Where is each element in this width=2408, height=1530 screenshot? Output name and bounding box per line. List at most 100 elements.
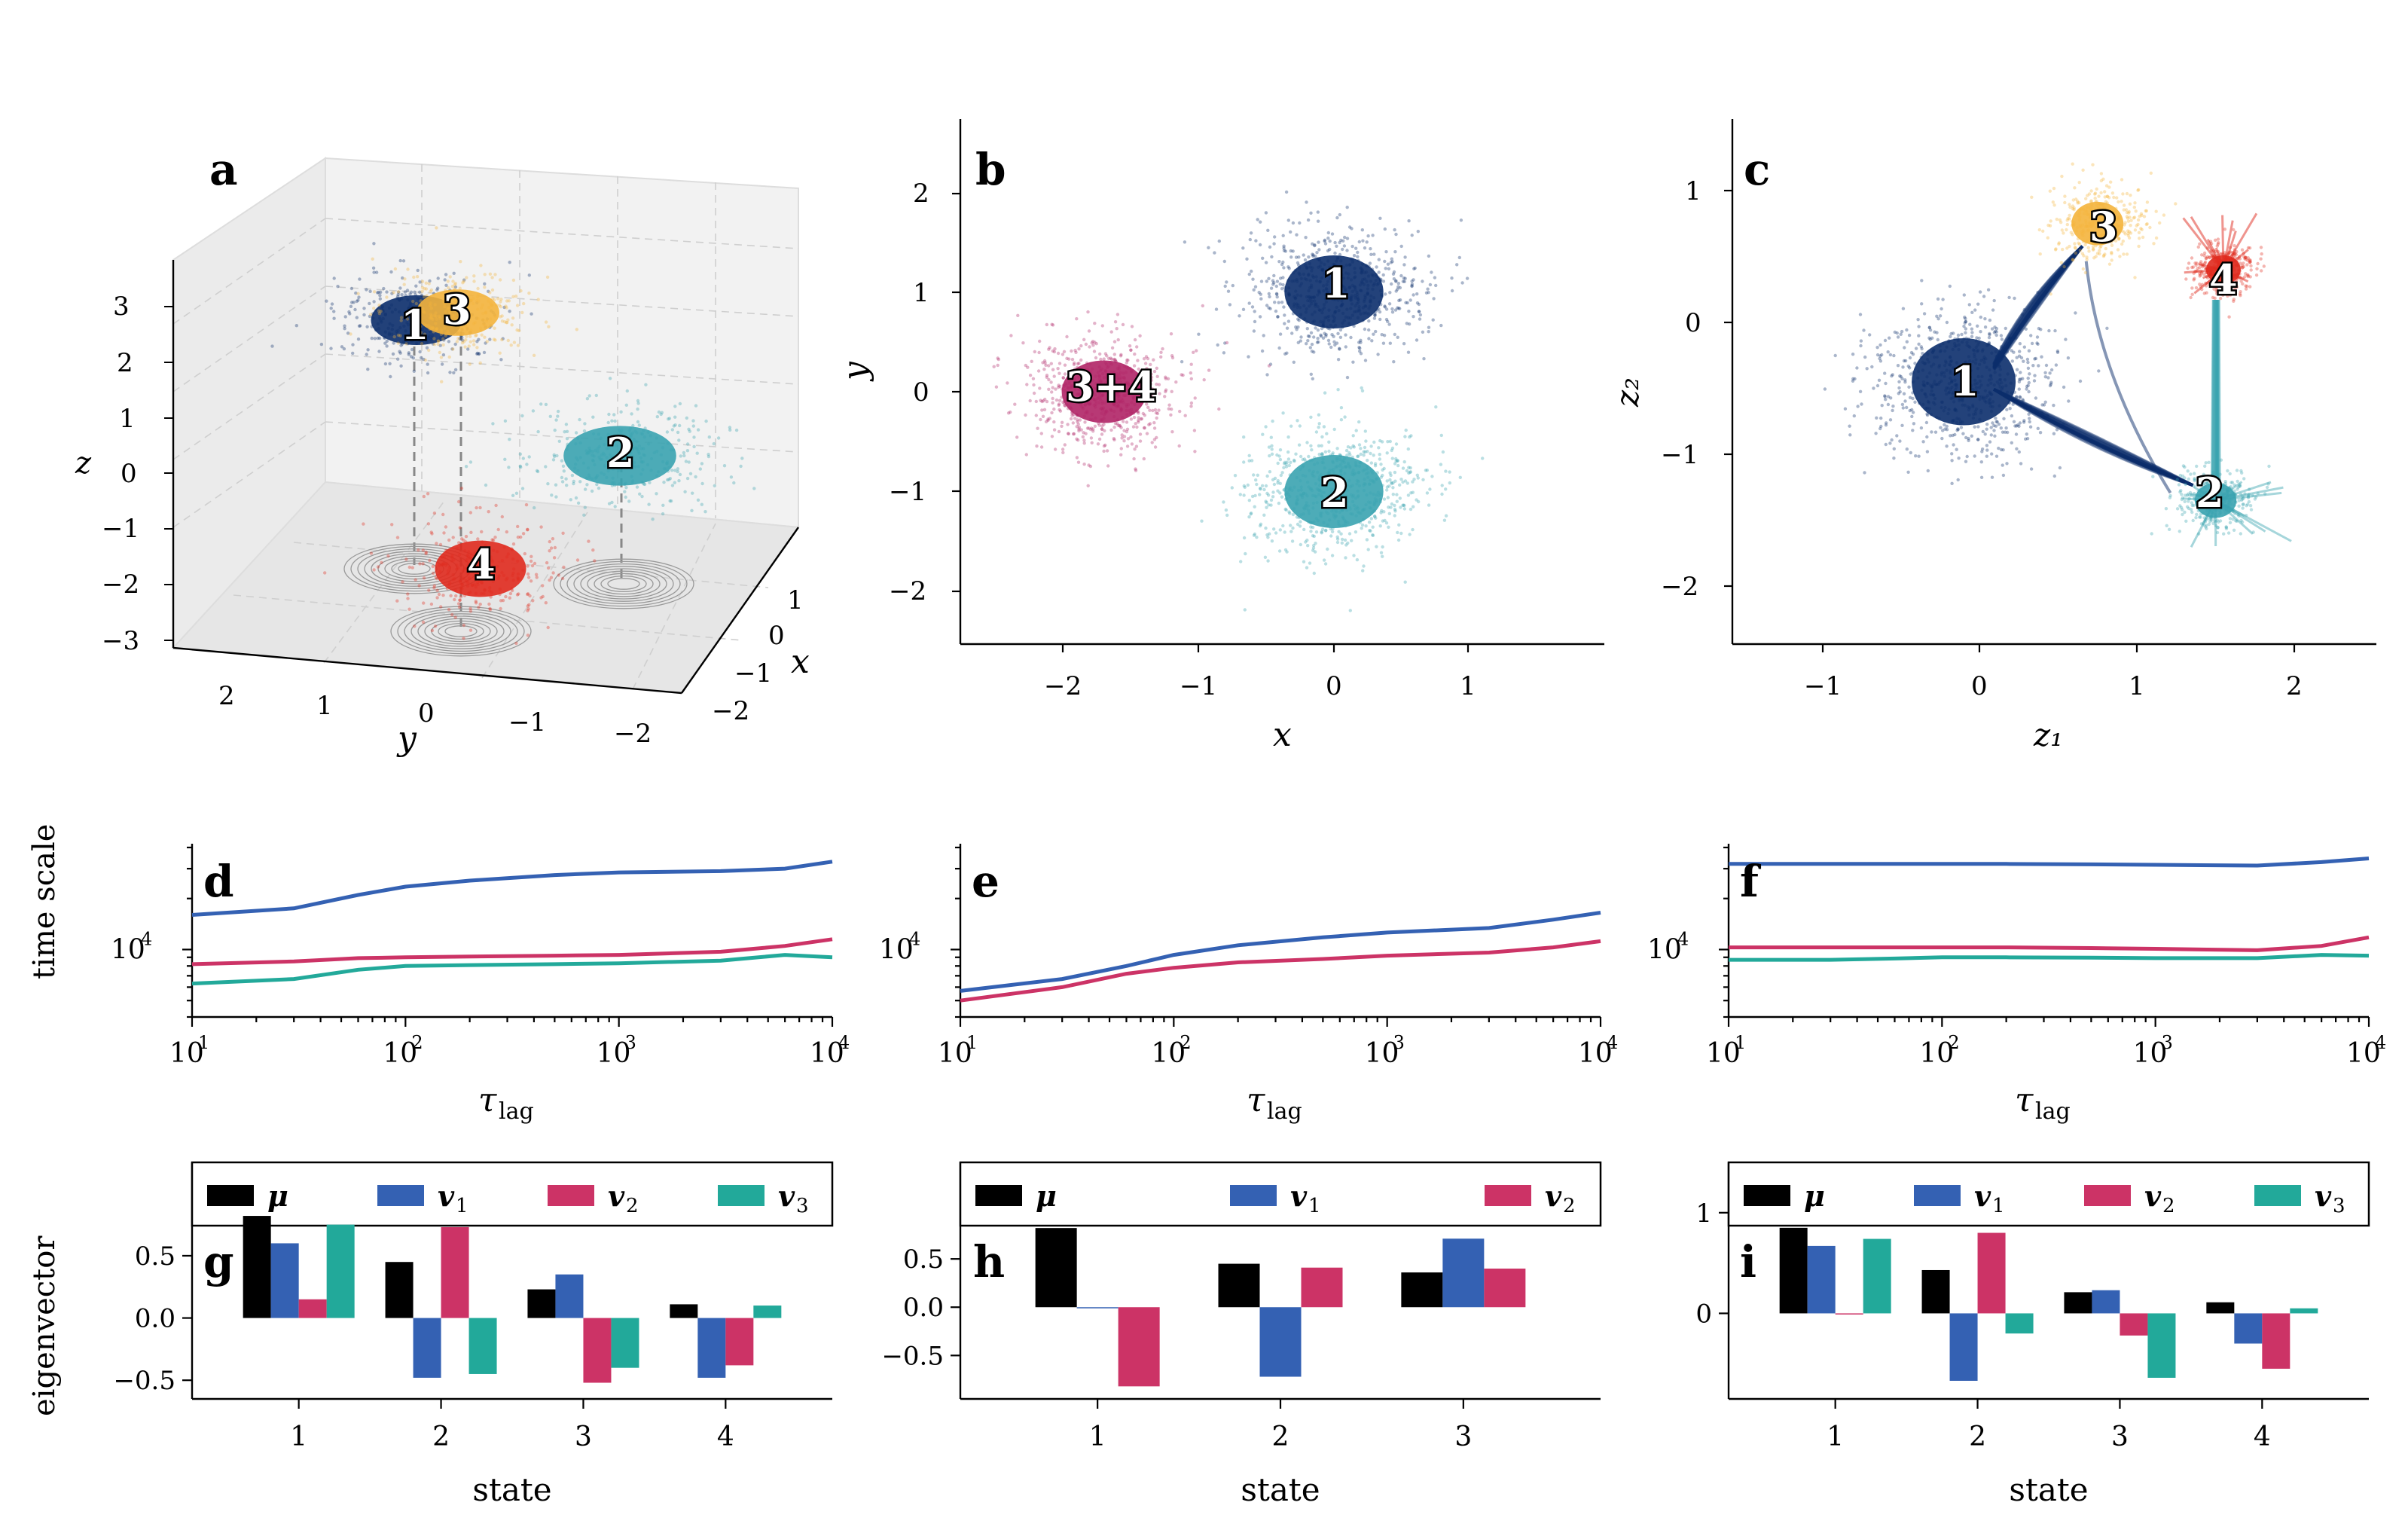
scatter-point bbox=[1290, 331, 1294, 335]
scatter-point bbox=[1899, 332, 1903, 336]
scatter-point bbox=[2060, 228, 2064, 232]
scatter-point bbox=[1955, 429, 1959, 432]
scatter-point bbox=[1231, 283, 1235, 288]
scatter-point bbox=[377, 309, 381, 313]
scatter-point bbox=[2055, 350, 2060, 354]
scatter-point bbox=[1428, 487, 1432, 491]
scatter-point bbox=[399, 319, 403, 322]
state-label-a-2: 2 bbox=[606, 429, 635, 477]
scatter-point bbox=[440, 380, 444, 383]
scatter-point bbox=[1391, 481, 1395, 485]
scatter-point bbox=[1363, 246, 1367, 250]
scatter-point bbox=[389, 270, 393, 274]
scatter-point bbox=[1362, 564, 1366, 568]
scatter-point bbox=[438, 350, 441, 355]
scatter-point bbox=[1247, 272, 1252, 276]
scatter-point bbox=[1047, 377, 1051, 382]
scatter-point bbox=[436, 339, 441, 344]
scatter-point bbox=[1369, 517, 1374, 521]
scatter-point bbox=[1393, 470, 1397, 475]
scatter-point bbox=[2049, 368, 2054, 372]
scatter-point bbox=[2165, 524, 2168, 527]
scatter-point bbox=[516, 535, 520, 539]
scatter-point bbox=[1309, 372, 1314, 376]
scatter-point bbox=[1169, 332, 1173, 336]
scatter-point bbox=[1116, 337, 1120, 342]
scatter-point bbox=[479, 264, 483, 267]
scatter-point bbox=[1905, 340, 1909, 344]
scatter-point bbox=[2074, 311, 2077, 315]
scatter-point bbox=[1277, 346, 1281, 350]
scatter-point bbox=[443, 278, 447, 282]
scatter-point bbox=[2097, 194, 2101, 198]
scatter-point bbox=[2254, 495, 2258, 499]
scatter-point bbox=[676, 469, 679, 474]
scatter-point bbox=[2139, 212, 2144, 215]
scatter-point bbox=[519, 289, 523, 293]
scatter-point bbox=[2008, 336, 2013, 340]
scatter-point bbox=[2248, 487, 2251, 491]
scatter-point bbox=[474, 334, 478, 337]
scatter-point bbox=[2029, 334, 2033, 337]
scatter-point bbox=[484, 341, 487, 345]
scatter-point bbox=[2018, 342, 2022, 346]
scatter-point bbox=[1193, 396, 1197, 400]
scatter-point bbox=[1967, 438, 1970, 442]
scatter-point bbox=[527, 603, 531, 606]
scatter-point bbox=[1941, 298, 1945, 301]
scatter-point bbox=[1394, 279, 1398, 282]
scatter-point bbox=[1335, 540, 1340, 545]
scatter-point bbox=[498, 278, 502, 282]
scatter-point bbox=[1063, 443, 1067, 447]
cloud-state-4 bbox=[323, 487, 597, 646]
scatter-point bbox=[2021, 377, 2025, 380]
scatter-point bbox=[465, 334, 468, 338]
scatter-point bbox=[1112, 425, 1116, 429]
scatter-point bbox=[2154, 236, 2159, 240]
scatter-point bbox=[1299, 520, 1302, 524]
scatter-point bbox=[1336, 331, 1340, 335]
scatter-point bbox=[520, 487, 525, 490]
scatter-point bbox=[2251, 530, 2255, 534]
scatter-point bbox=[1311, 534, 1315, 538]
scatter-point bbox=[1276, 315, 1280, 319]
scatter-point bbox=[1282, 466, 1286, 469]
scatter-point bbox=[2219, 458, 2223, 462]
scatter-point bbox=[1385, 485, 1390, 489]
scatter-point bbox=[1935, 314, 1939, 318]
scatter-point bbox=[407, 353, 410, 356]
scatter-point bbox=[1247, 515, 1251, 519]
scatter-point bbox=[2245, 504, 2248, 508]
scatter-point bbox=[1323, 239, 1326, 243]
scatter-point bbox=[676, 430, 680, 435]
scatter-point bbox=[398, 334, 402, 337]
scatter-point bbox=[1392, 270, 1396, 274]
scatter-point bbox=[1371, 525, 1375, 529]
scatter-point bbox=[2139, 227, 2143, 231]
y-tick-label: 1 bbox=[316, 691, 333, 721]
scatter-point bbox=[424, 281, 428, 285]
scatter-point bbox=[2035, 335, 2040, 339]
scatter-point bbox=[354, 291, 358, 295]
scatter-point bbox=[1973, 308, 1977, 312]
scatter-point bbox=[519, 465, 523, 469]
scatter-point bbox=[2099, 179, 2104, 183]
cloud-state-3 bbox=[349, 226, 578, 383]
scatter-point bbox=[1377, 446, 1381, 450]
scatter-point bbox=[1137, 411, 1140, 415]
scatter-point bbox=[1053, 347, 1057, 351]
scatter-point bbox=[1408, 466, 1412, 470]
scatter-point bbox=[491, 538, 496, 542]
scatter-point bbox=[2022, 419, 2026, 423]
scatter-point bbox=[2022, 399, 2025, 403]
scatter-point bbox=[484, 483, 488, 487]
scatter-point bbox=[1888, 418, 1893, 422]
scatter-point bbox=[1877, 378, 1882, 382]
scatter-point bbox=[2014, 432, 2019, 436]
scatter-point bbox=[432, 343, 437, 347]
scatter-point bbox=[1898, 374, 1902, 378]
scatter-point bbox=[1134, 444, 1139, 448]
scatter-point bbox=[1327, 342, 1331, 346]
scatter-point bbox=[1378, 310, 1382, 314]
scatter-point bbox=[1317, 340, 1320, 344]
